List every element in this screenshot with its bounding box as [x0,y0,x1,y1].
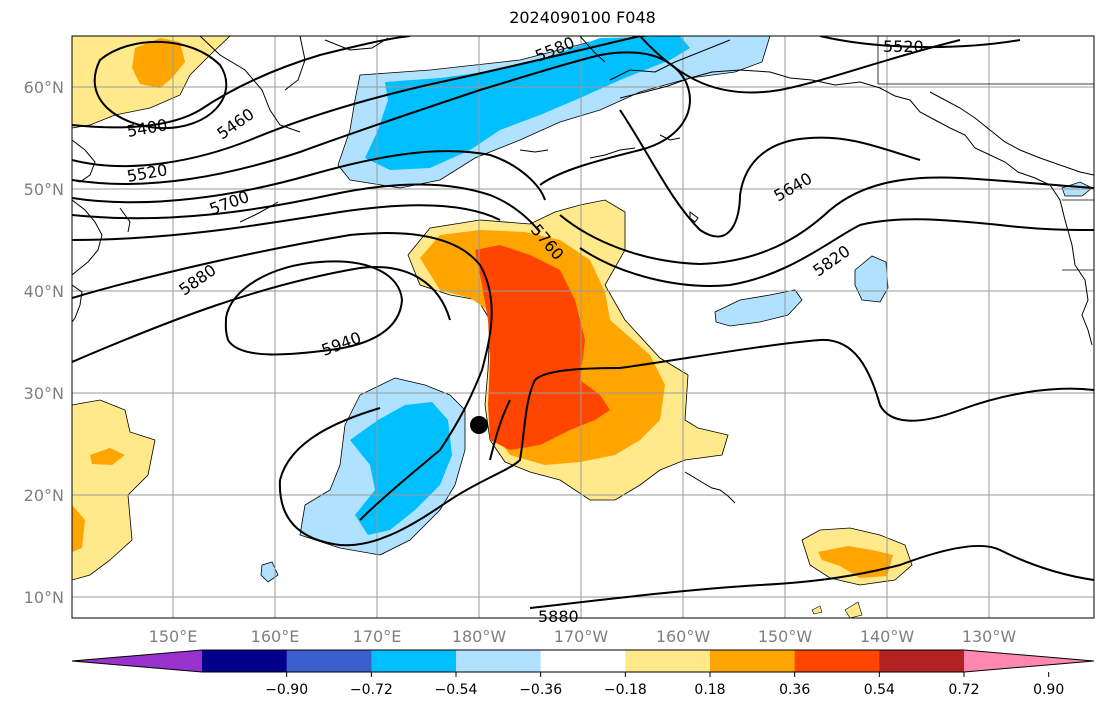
colorbar-segment [456,650,542,672]
colorbar-tick-label: −0.54 [435,682,478,698]
colorbar-segment [794,650,880,672]
lon-label-150e: 150°E [149,627,198,646]
colorbar-tick-label: 0.54 [864,682,895,698]
longitude-labels: 150°E 160°E 170°E 180°W 170°W 160°W 150°… [149,627,1017,646]
colorbar-segment [371,650,457,672]
colorbar-tick-label: 0.90 [1033,682,1064,698]
lat-label-60n: 60°N [24,78,64,97]
colorbar-segment [202,650,288,672]
lon-label-150w: 150°W [758,627,813,646]
positive-anomaly-west [72,399,156,581]
lat-label-10n: 10°N [24,588,64,607]
colorbar-tick-label: 0.72 [948,682,979,698]
colorbar-extend-high [964,650,1094,672]
colorbar-tick-label: 0.18 [694,682,725,698]
lat-label-20n: 20°N [24,486,64,505]
plot-area [72,36,1094,618]
colorbar-segment [625,650,711,672]
lat-label-50n: 50°N [24,180,64,199]
colorbar-extend-low [72,650,202,672]
colorbar-tick-label: −0.36 [519,682,562,698]
storm-position-marker [470,416,488,434]
coastlines [72,36,1094,504]
negative-anomaly-southern [260,377,466,583]
colorbar-segment [540,650,626,672]
lon-label-140w: 140°W [860,627,915,646]
negative-anomaly-northern [337,36,771,189]
contour-label-5880-south: 5880 [538,607,579,626]
colorbar-tick-label: −0.18 [604,682,647,698]
lon-label-170w: 170°W [554,627,609,646]
political-borders [877,36,1094,271]
positive-anomaly-northwest [72,36,231,129]
colorbar-tick-label: 0.36 [779,682,810,698]
contour-label-5520-east: 5520 [883,37,924,56]
lat-label-40n: 40°N [24,282,64,301]
colorbar-segment [879,650,965,672]
latitude-labels: 60°N 50°N 40°N 30°N 20°N 10°N [24,78,64,607]
lon-label-170e: 170°E [353,627,402,646]
lon-label-160e: 160°E [251,627,300,646]
plot-frame [71,35,1095,619]
lon-label-130w: 130°W [962,627,1017,646]
colorbar-tick-label: −0.90 [265,682,308,698]
lon-label-160w: 160°W [656,627,711,646]
height-contours [72,36,1094,609]
map-title: 2024090100 F048 [509,8,656,27]
lat-label-30n: 30°N [24,384,64,403]
colorbar-segment [286,650,372,672]
colorbar-segment [710,650,796,672]
colorbar-outline [71,649,1095,673]
lon-label-180w: 180°W [452,627,507,646]
colorbar-tick-label: −0.72 [350,682,393,698]
colorbar: −0.90 −0.72 −0.54 −0.36 −0.18 0.18 0.36 0.54 0.7… [71,649,1095,698]
